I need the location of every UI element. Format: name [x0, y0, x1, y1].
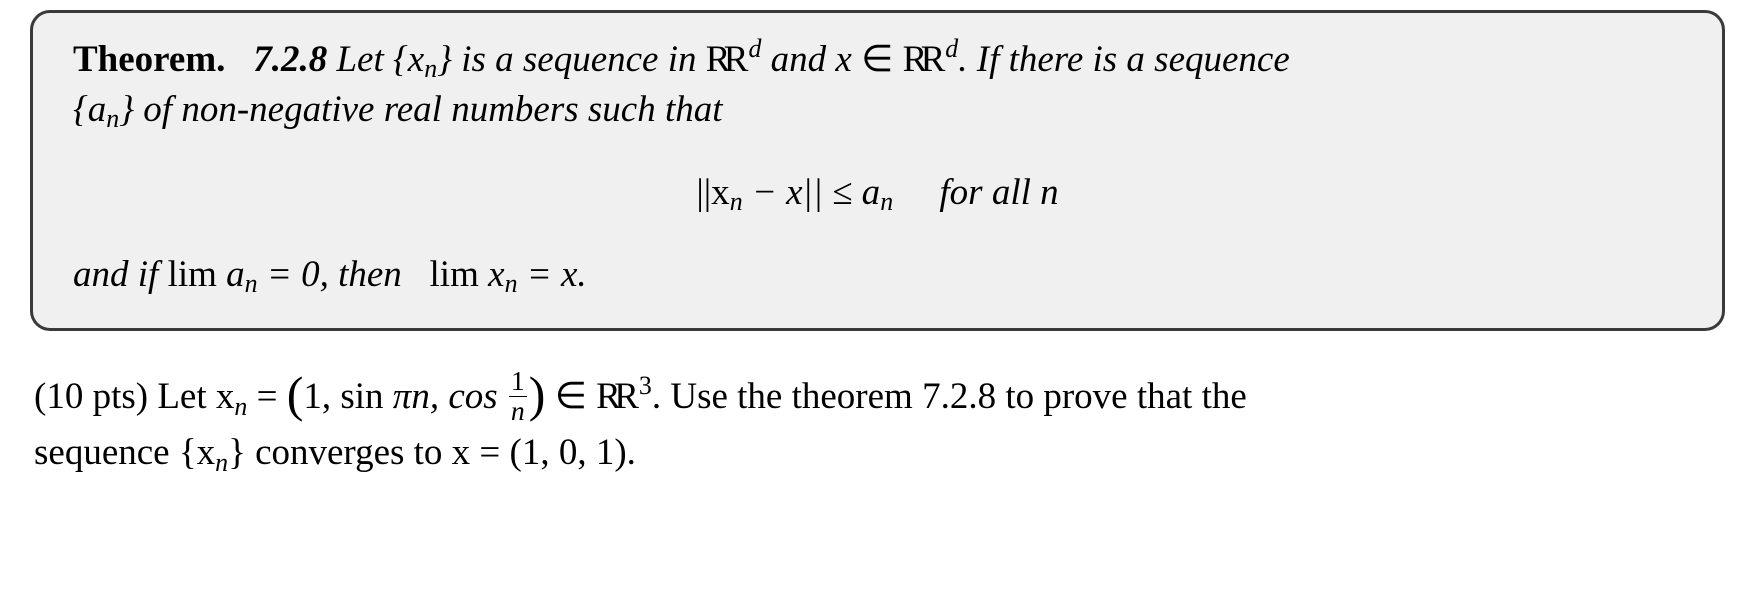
seq-an-open: {a: [73, 89, 106, 130]
text: sequence {x: [34, 432, 215, 473]
pi: π: [393, 376, 412, 417]
fraction-1-over-n: 1 n: [509, 368, 527, 426]
seq-xn-close: }: [437, 39, 452, 80]
sub-n: n: [234, 392, 247, 421]
paren-close: ): [529, 366, 546, 422]
text: and if: [73, 254, 158, 295]
text: =: [247, 376, 286, 417]
text: and x: [771, 39, 852, 80]
real-symbol: RR: [706, 39, 749, 80]
lim: lim: [168, 254, 217, 295]
sub-n: n: [730, 187, 743, 216]
sub-n: n: [505, 269, 518, 298]
theorem-display-math: ||xn − x|| ≤ an for all n: [73, 171, 1682, 214]
text: } converges to x = (1, 0, 1).: [228, 432, 636, 473]
paren-open: (: [287, 366, 304, 422]
seq-an-close: }: [119, 89, 134, 130]
text: . Use the theorem 7.2.8 to prove that th…: [652, 376, 1247, 417]
theorem-conclusion: and if lim an = 0, then lim xn = x.: [73, 250, 1682, 300]
eq-zero: = 0,: [258, 254, 329, 295]
element-of: ∈: [861, 39, 893, 80]
text: Let: [336, 39, 383, 80]
text: 1, sin: [303, 376, 383, 417]
sub-n: n: [424, 54, 437, 83]
text: of non-negative real numbers such that: [143, 89, 722, 130]
points: (10 pts): [34, 376, 148, 417]
text: Let x: [157, 376, 234, 417]
sub-n: n: [245, 269, 258, 298]
fraction-num: 1: [509, 368, 527, 397]
theorem-number: 7.2.8: [253, 39, 327, 80]
norm-open: ||x: [696, 172, 729, 213]
question-text: (10 pts) Let xn = (1, sin πn, cos 1 n ) …: [30, 371, 1725, 478]
sup-3: 3: [639, 371, 652, 400]
text: ∈: [545, 376, 596, 417]
theorem-box: Theorem. 7.2.8 Let {xn} is a sequence in…: [30, 10, 1725, 331]
sub-n: n: [106, 104, 119, 133]
text: is a sequence in: [461, 39, 696, 80]
sup-d: d: [945, 34, 958, 63]
text: . If there is a sequence: [958, 39, 1290, 80]
seq-xn-open: {x: [393, 39, 424, 80]
norm-rest: − x|| ≤ a: [743, 172, 881, 213]
sub-n: n: [215, 448, 228, 477]
eq-x: = x.: [518, 254, 587, 295]
then: then: [338, 254, 402, 295]
lim: lim: [430, 254, 479, 295]
theorem-label: Theorem.: [73, 39, 225, 80]
theorem-statement: Theorem. 7.2.8 Let {xn} is a sequence in…: [73, 35, 1682, 135]
real-symbol: RR: [903, 39, 946, 80]
sub-n: n: [880, 187, 893, 216]
fraction-den: n: [509, 397, 527, 426]
real-symbol: RR: [596, 376, 639, 417]
sup-d: d: [748, 34, 761, 63]
text: n, cos: [411, 376, 497, 417]
for-all-n: for all n: [939, 172, 1058, 213]
